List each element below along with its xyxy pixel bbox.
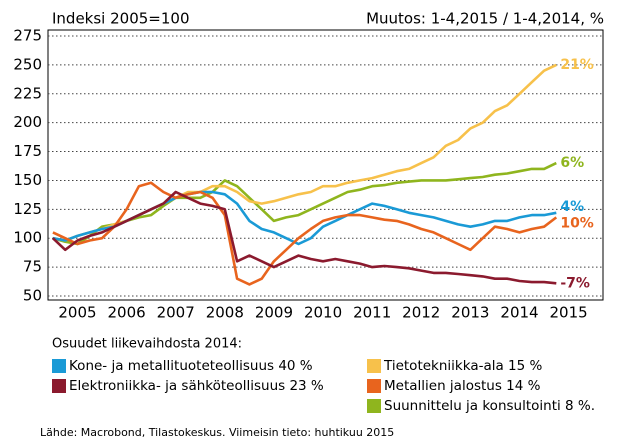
y-tick-label: 150 <box>13 171 42 189</box>
x-tick-label: 2006 <box>107 304 145 322</box>
y-tick-label: 75 <box>23 258 42 276</box>
y-tick-label: 175 <box>13 142 42 160</box>
legend-swatch <box>367 359 381 373</box>
legend-label: Suunnittelu ja konsultointi 8 %. <box>384 398 595 414</box>
source: Lähde: Macrobond, Tilastokeskus. Viimeis… <box>40 426 394 439</box>
y-tick-label: 50 <box>23 287 42 305</box>
series-line <box>52 161 557 246</box>
legend-label: Kone- ja metallituoteteollisuus 40 % <box>69 358 313 374</box>
series-line <box>52 63 557 242</box>
chart-subtitle: Muutos: 1-4,2015 / 1-4,2014, % <box>366 10 604 28</box>
legend-title: Osuudet liikevaihdosta 2014: <box>52 337 242 352</box>
end-label: 10% <box>560 215 594 231</box>
legend-swatch <box>367 399 381 413</box>
legend-label: Tietotekniikka-ala 15 % <box>383 358 543 374</box>
end-label: 21% <box>560 57 594 73</box>
x-tick-label: 2014 <box>500 304 538 322</box>
y-tick-label: 225 <box>13 84 42 102</box>
legend-swatch <box>52 359 66 373</box>
chart-title: Indeksi 2005=100 <box>52 10 190 28</box>
y-tick-label: 100 <box>13 229 42 247</box>
x-tick-label: 2012 <box>402 304 440 322</box>
end-label: -7% <box>560 275 590 291</box>
end-label: 4% <box>560 199 584 215</box>
x-tick-label: 2013 <box>451 304 489 322</box>
end-label: 6% <box>560 155 584 171</box>
y-tick-label: 200 <box>13 113 42 131</box>
x-tick-label: 2011 <box>353 304 391 322</box>
x-tick-label: 2010 <box>304 304 342 322</box>
x-tick-label: 2008 <box>206 304 244 322</box>
series-line <box>52 190 557 285</box>
y-tick-label: 275 <box>13 27 42 45</box>
x-tick-label: 2005 <box>58 304 96 322</box>
x-tick-label: 2015 <box>550 304 588 322</box>
series-line <box>52 181 558 286</box>
legend-swatch <box>367 379 381 393</box>
legend-label: Metallien jalostus 14 % <box>384 378 541 394</box>
x-tick-label: 2009 <box>255 304 293 322</box>
legend-label: Elektroniikka- ja sähköteollisuus 23 % <box>69 378 324 394</box>
y-tick-label: 125 <box>13 200 42 218</box>
legend-swatch <box>52 379 66 393</box>
series-line <box>52 190 557 246</box>
x-tick-label: 2007 <box>157 304 195 322</box>
plot-frame <box>47 29 604 301</box>
y-tick-label: 250 <box>13 55 42 73</box>
